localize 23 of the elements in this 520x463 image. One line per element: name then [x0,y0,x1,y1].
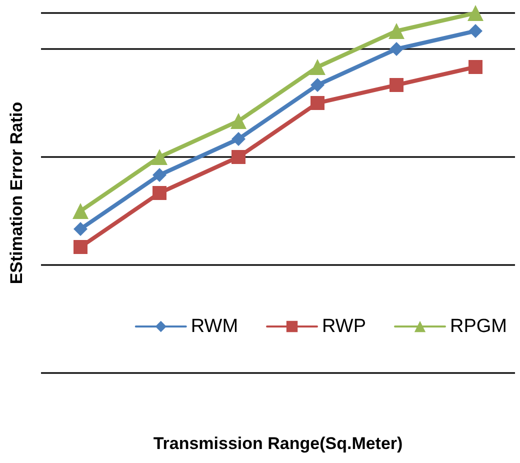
point [152,149,168,165]
point [230,113,246,129]
point [152,168,166,182]
point [468,5,484,21]
point [310,59,326,75]
point [310,78,324,92]
point [310,96,324,110]
point [468,60,482,74]
point [390,42,404,56]
y-axis-title: EStimation Error Ratio [7,102,26,284]
point [74,240,88,254]
point [232,150,246,164]
point [468,24,482,38]
point [390,78,404,92]
point [232,132,246,146]
legend-label: RWP [322,316,366,337]
point [152,186,166,200]
legend-label: RWM [190,316,238,337]
x-axis-title: Transmission Range(Sq.Meter) [153,434,403,453]
point [388,23,404,39]
point [74,222,88,236]
point [72,203,88,219]
legend-label: RPGM [450,316,507,337]
